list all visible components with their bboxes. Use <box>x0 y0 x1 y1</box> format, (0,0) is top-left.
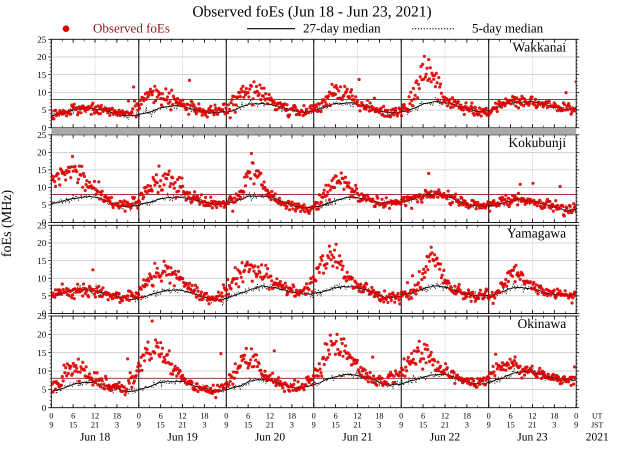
svg-text:5: 5 <box>42 200 47 210</box>
svg-text:12: 12 <box>91 412 99 421</box>
svg-text:JST: JST <box>591 421 603 430</box>
svg-text:21: 21 <box>266 421 274 430</box>
svg-text:25: 25 <box>37 35 47 45</box>
svg-text:6: 6 <box>159 412 163 421</box>
svg-text:3: 3 <box>290 421 294 430</box>
svg-text:15: 15 <box>157 421 165 430</box>
svg-text:27-day median: 27-day median <box>303 21 381 36</box>
svg-text:10: 10 <box>37 366 47 376</box>
svg-text:9: 9 <box>574 421 578 430</box>
svg-text:18: 18 <box>375 412 383 421</box>
svg-text:0: 0 <box>574 412 578 421</box>
svg-text:Jun 23: Jun 23 <box>517 432 548 444</box>
svg-text:15: 15 <box>37 348 47 358</box>
svg-text:9: 9 <box>49 421 53 430</box>
svg-text:12: 12 <box>266 412 274 421</box>
svg-text:21: 21 <box>353 421 361 430</box>
svg-text:20: 20 <box>37 148 47 158</box>
svg-text:6: 6 <box>246 412 250 421</box>
svg-text:18: 18 <box>463 412 471 421</box>
svg-text:3: 3 <box>552 421 556 430</box>
svg-text:3: 3 <box>465 421 469 430</box>
svg-text:5: 5 <box>42 105 47 115</box>
svg-text:10: 10 <box>37 183 47 193</box>
svg-text:0: 0 <box>49 412 53 421</box>
svg-text:Okinawa: Okinawa <box>517 316 566 331</box>
svg-text:10: 10 <box>37 273 47 283</box>
svg-text:15: 15 <box>331 421 339 430</box>
svg-text:Observed foEs: Observed foEs <box>93 21 170 36</box>
svg-text:18: 18 <box>200 412 208 421</box>
svg-text:3: 3 <box>202 421 206 430</box>
svg-text:20: 20 <box>37 330 47 340</box>
svg-text:5: 5 <box>42 291 47 301</box>
svg-text:foEs (MHz): foEs (MHz) <box>0 190 15 258</box>
svg-text:6: 6 <box>334 412 338 421</box>
svg-text:3: 3 <box>115 421 119 430</box>
svg-text:Yamagawa: Yamagawa <box>507 226 566 241</box>
svg-text:15: 15 <box>419 421 427 430</box>
svg-text:10: 10 <box>37 88 47 98</box>
svg-text:15: 15 <box>37 165 47 175</box>
svg-text:6: 6 <box>509 412 513 421</box>
svg-text:25: 25 <box>37 130 47 140</box>
svg-text:9: 9 <box>137 421 141 430</box>
svg-text:9: 9 <box>312 421 316 430</box>
svg-text:6: 6 <box>421 412 425 421</box>
svg-text:18: 18 <box>288 412 296 421</box>
svg-text:Jun 20: Jun 20 <box>255 432 286 444</box>
svg-text:21: 21 <box>528 421 536 430</box>
svg-text:12: 12 <box>178 412 186 421</box>
svg-text:9: 9 <box>224 421 228 430</box>
svg-text:6: 6 <box>71 412 75 421</box>
svg-text:25: 25 <box>37 221 47 231</box>
svg-text:12: 12 <box>441 412 449 421</box>
svg-text:15: 15 <box>37 256 47 266</box>
svg-text:2021: 2021 <box>586 432 609 444</box>
svg-text:0: 0 <box>399 412 403 421</box>
svg-text:Jun 19: Jun 19 <box>167 432 198 444</box>
svg-text:0: 0 <box>224 412 228 421</box>
svg-text:25: 25 <box>37 311 47 321</box>
svg-text:Wakkanai: Wakkanai <box>513 40 567 55</box>
svg-text:Kokubunji: Kokubunji <box>508 135 566 150</box>
svg-text:5-day median: 5-day median <box>472 21 544 36</box>
svg-text:18: 18 <box>113 412 121 421</box>
svg-text:15: 15 <box>37 70 47 80</box>
svg-text:9: 9 <box>399 421 403 430</box>
svg-text:0: 0 <box>487 412 491 421</box>
svg-text:21: 21 <box>178 421 186 430</box>
svg-text:0: 0 <box>137 412 141 421</box>
svg-text:12: 12 <box>528 412 536 421</box>
svg-text:UT: UT <box>592 412 603 421</box>
svg-text:20: 20 <box>37 238 47 248</box>
svg-text:20: 20 <box>37 52 47 62</box>
svg-text:15: 15 <box>244 421 252 430</box>
svg-text:9: 9 <box>487 421 491 430</box>
svg-text:Observed foEs (Jun 18 - Jun 23: Observed foEs (Jun 18 - Jun 23, 2021) <box>192 4 431 21</box>
svg-text:0: 0 <box>312 412 316 421</box>
svg-text:15: 15 <box>506 421 514 430</box>
svg-text:5: 5 <box>42 385 47 395</box>
svg-text:18: 18 <box>550 412 558 421</box>
svg-text:Jun 18: Jun 18 <box>80 432 111 444</box>
svg-text:12: 12 <box>353 412 361 421</box>
svg-text:Jun 22: Jun 22 <box>430 432 461 444</box>
svg-text:21: 21 <box>441 421 449 430</box>
svg-text:21: 21 <box>91 421 99 430</box>
svg-text:Jun 21: Jun 21 <box>342 432 373 444</box>
svg-text:15: 15 <box>69 421 77 430</box>
svg-text:3: 3 <box>377 421 381 430</box>
svg-text:0: 0 <box>42 403 47 413</box>
